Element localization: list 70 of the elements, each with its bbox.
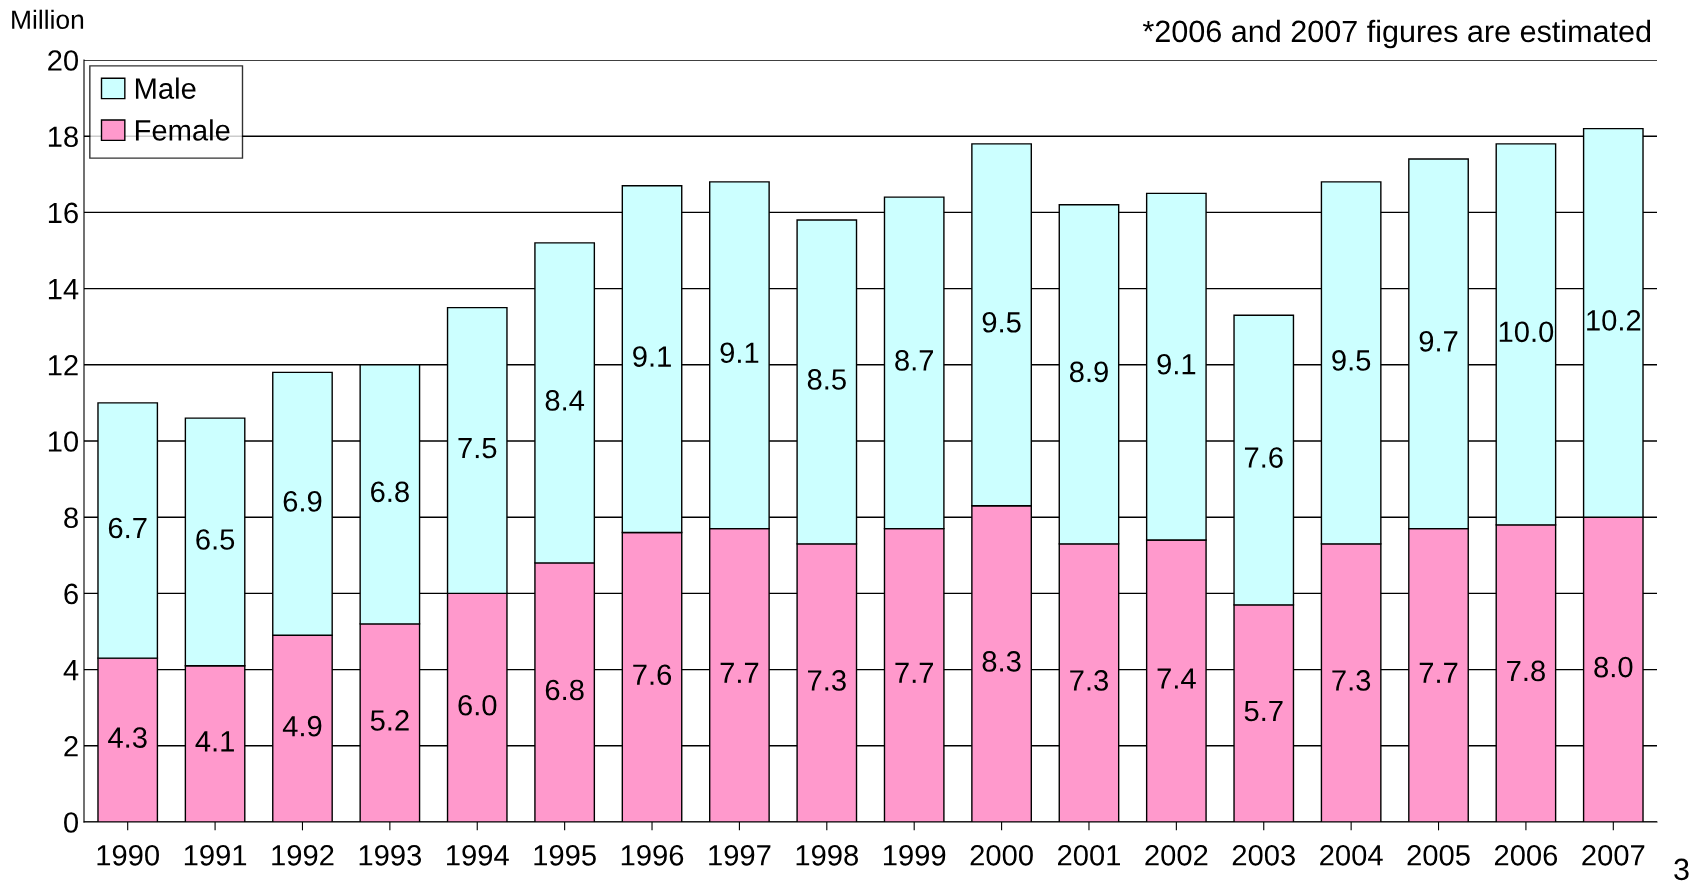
- data-label: 9.7: [1419, 331, 1458, 352]
- x-tick-label: 2006: [1494, 844, 1558, 866]
- data-label: 7.4: [1157, 668, 1196, 689]
- data-label: 7.8: [1507, 660, 1545, 682]
- data-label: 4.3: [108, 727, 147, 748]
- data-label: 8.0: [1594, 656, 1633, 678]
- data-label: 9.5: [1332, 350, 1371, 371]
- x-tick-label: 1996: [621, 844, 684, 866]
- data-label: 7.3: [808, 670, 846, 691]
- y-tick-label: 16: [48, 202, 78, 224]
- data-label: 5.2: [370, 710, 409, 731]
- data-label: 7.7: [720, 662, 759, 683]
- x-tick-label: 2001: [1058, 844, 1120, 866]
- data-label: 5.7: [1244, 700, 1283, 722]
- data-label: 10.2: [1587, 310, 1641, 331]
- data-label: 8.9: [1069, 361, 1108, 383]
- x-tick-label: 1993: [359, 844, 422, 866]
- data-label: 7.3: [1070, 670, 1108, 691]
- data-label: 9.1: [720, 342, 759, 364]
- data-label: 7.5: [458, 438, 497, 459]
- data-label: 4.9: [282, 715, 322, 737]
- legend-label: Female: [135, 119, 230, 141]
- data-label: 8.4: [545, 390, 585, 411]
- y-tick-label: 6: [64, 583, 78, 605]
- text: 3: [1674, 858, 1689, 881]
- y-tick-label: 2: [64, 736, 78, 757]
- y-tick-label: 8: [64, 507, 78, 529]
- data-label: 9.1: [633, 346, 671, 367]
- x-tick-label: 1998: [796, 844, 858, 866]
- legend-label: Male: [135, 77, 196, 99]
- x-tick-label: 2003: [1232, 844, 1295, 866]
- data-label: 6.8: [545, 679, 584, 701]
- y-axis-title: Million: [12, 9, 84, 30]
- data-label: 10.0: [1499, 321, 1554, 343]
- x-tick-label: 1997: [709, 844, 771, 866]
- x-tick-label: 2004: [1320, 844, 1383, 866]
- data-label: 9.5: [982, 311, 1021, 333]
- text: *2006 and 2007 figures are estimated: [1142, 19, 1651, 49]
- data-label: 9.1: [1157, 353, 1196, 375]
- data-label: 4.1: [195, 731, 234, 752]
- y-tick-label: 4: [63, 660, 79, 681]
- y-tick-label: 10: [48, 431, 78, 452]
- data-label: 7.7: [1419, 662, 1458, 683]
- x-tick-label: 1992: [272, 844, 334, 866]
- data-label: 8.7: [895, 350, 933, 371]
- x-tick-label: 2000: [970, 844, 1033, 866]
- x-tick-label: 1991: [184, 844, 247, 866]
- x-tick-label: 2002: [1145, 844, 1208, 866]
- data-label: 7.3: [1332, 670, 1371, 691]
- x-tick-label: 2005: [1407, 844, 1470, 866]
- data-label: 6.7: [108, 517, 147, 539]
- y-tick-label: 12: [48, 355, 78, 376]
- data-label: 6.8: [371, 481, 409, 503]
- data-label: 8.3: [982, 651, 1021, 672]
- y-tick-label: 18: [48, 126, 78, 148]
- y-tick-label: 14: [48, 279, 79, 300]
- y-tick-label: 20: [48, 50, 78, 71]
- data-label: 7.6: [633, 664, 672, 686]
- x-tick-label: 1995: [534, 844, 596, 866]
- y-tick-label: 0: [64, 812, 78, 833]
- x-tick-label: 1999: [883, 844, 946, 866]
- data-label: 6.9: [283, 491, 322, 512]
- x-tick-label: 1990: [97, 844, 159, 866]
- data-label: 8.5: [807, 369, 846, 390]
- x-tick-label: 1994: [447, 844, 509, 866]
- data-label: 6.0: [458, 694, 497, 716]
- data-label: 6.5: [196, 529, 235, 550]
- x-tick-label: 2007: [1582, 844, 1645, 866]
- data-label: 7.7: [895, 662, 933, 683]
- data-label: 7.6: [1244, 447, 1283, 468]
